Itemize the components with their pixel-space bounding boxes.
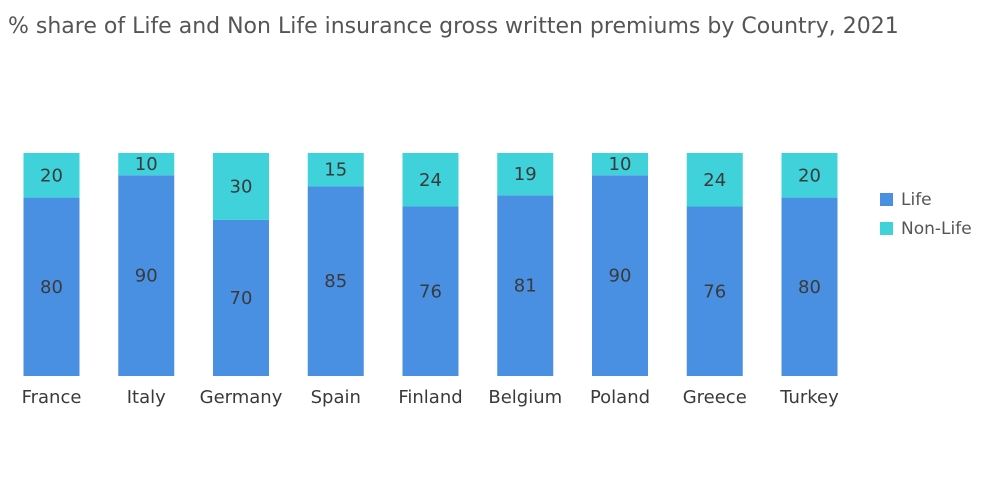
- bar-nonlife-turkey: [781, 153, 838, 198]
- category-label-belgium: Belgium: [488, 387, 562, 408]
- category-label-spain: Spain: [311, 387, 361, 408]
- bar-nonlife-belgium: [497, 153, 554, 196]
- value-label-nonlife-germany: 30: [230, 176, 253, 197]
- category-label-finland: Finland: [398, 387, 462, 408]
- value-label-life-germany: 70: [230, 288, 253, 309]
- value-label-nonlife-greece: 24: [703, 170, 726, 191]
- bar-life-italy: [118, 175, 175, 376]
- bar-life-france: [23, 197, 80, 376]
- value-label-life-turkey: 80: [798, 277, 821, 298]
- legend: Life Non-Life: [880, 190, 972, 239]
- bar-life-germany: [213, 219, 269, 376]
- legend-swatch-life: [880, 193, 893, 206]
- value-label-life-spain: 85: [324, 271, 347, 292]
- bar-life-poland: [592, 175, 648, 376]
- value-label-life-belgium: 81: [514, 276, 537, 297]
- value-label-life-italy: 90: [135, 266, 158, 287]
- bar-nonlife-italy: [118, 153, 175, 176]
- value-label-nonlife-finland: 24: [419, 170, 442, 191]
- legend-label-life: Life: [901, 190, 932, 210]
- bar-life-belgium: [497, 195, 554, 376]
- value-label-nonlife-belgium: 19: [514, 164, 537, 185]
- value-label-life-greece: 76: [703, 281, 726, 302]
- bar-nonlife-france: [23, 153, 80, 198]
- bar-life-greece: [686, 206, 743, 376]
- bar-nonlife-germany: [213, 153, 269, 220]
- category-label-italy: Italy: [127, 387, 166, 408]
- value-label-life-poland: 90: [609, 266, 632, 287]
- bar-nonlife-poland: [592, 153, 648, 176]
- value-label-nonlife-france: 20: [40, 165, 63, 186]
- category-label-france: France: [22, 387, 82, 408]
- legend-swatch-nonlife: [880, 222, 893, 235]
- bars-group: [23, 153, 838, 376]
- bar-life-finland: [402, 206, 459, 376]
- category-label-germany: Germany: [200, 387, 283, 408]
- value-labels-group: 80 20 90 10 70 30 85 15 76 24 81 19 90 10 76 24 80 20: [40, 154, 821, 309]
- category-label-turkey: Turkey: [779, 387, 839, 408]
- chart-title: % share of Life and Non Life insurance g…: [8, 14, 899, 39]
- value-label-nonlife-turkey: 20: [798, 165, 821, 186]
- category-label-poland: Poland: [590, 387, 650, 408]
- value-label-nonlife-poland: 10: [609, 154, 632, 175]
- bar-life-spain: [307, 186, 364, 376]
- bar-nonlife-spain: [307, 153, 364, 187]
- category-labels-group: France Italy Germany Spain Finland Belgium Pol…: [22, 387, 840, 408]
- bar-nonlife-finland: [402, 153, 459, 207]
- bar-nonlife-greece: [686, 153, 743, 207]
- value-label-nonlife-italy: 10: [135, 154, 158, 175]
- bar-life-turkey: [781, 197, 838, 376]
- value-label-life-france: 80: [40, 277, 63, 298]
- category-label-greece: Greece: [683, 387, 747, 408]
- value-label-nonlife-spain: 15: [324, 160, 347, 181]
- value-label-life-finland: 76: [419, 281, 442, 302]
- legend-label-nonlife: Non-Life: [901, 219, 972, 239]
